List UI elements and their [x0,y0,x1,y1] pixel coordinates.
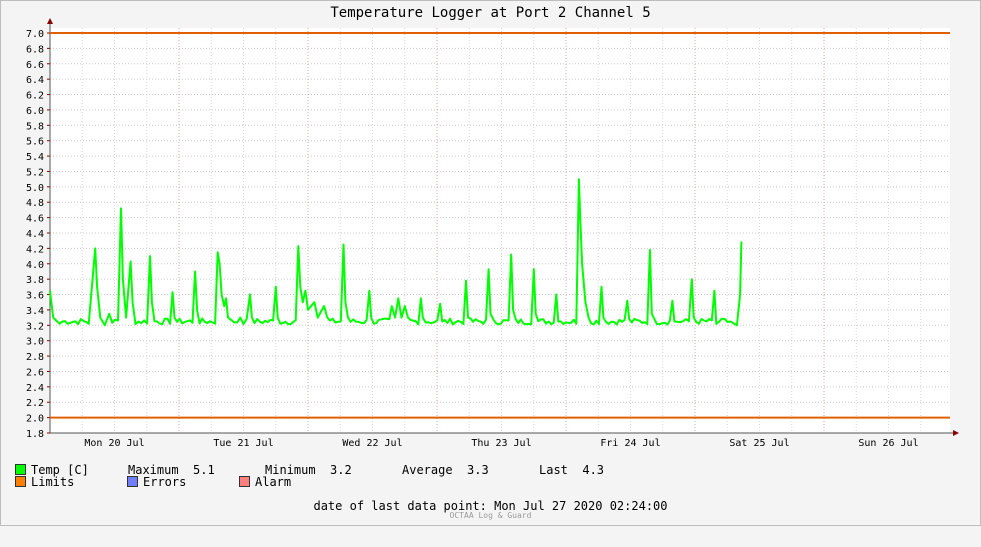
y-tick-label: 6.2 [26,91,44,102]
chart-title: Temperature Logger at Port 2 Channel 5 [330,5,651,21]
legend-temp-label: Temp [C] [31,463,89,477]
stat-last: Last 4.3 [539,463,604,477]
y-tick-label: 6.4 [26,75,44,86]
y-tick-label: 5.4 [26,152,44,163]
legend-errors-label: Errors [143,475,187,489]
maximum-value: 5.1 [193,463,215,477]
y-tick-label: 3.0 [26,337,44,348]
legend-limits-label: Limits [31,475,75,489]
legend-row-2: Limits Errors Alarm [15,475,975,489]
limits-swatch [15,476,26,487]
y-tick-label: 7.0 [26,29,44,40]
stat-average: Average 3.3 [402,463,489,477]
last-data-point: date of last data point: Mon Jul 27 2020… [0,499,981,513]
temp-swatch [15,464,26,475]
x-tick-label: Tue 21 Jul [213,438,273,449]
y-tick-label: 3.2 [26,321,44,332]
legend-temp: Temp [C] [15,463,89,477]
legend-limits: Limits [15,475,74,489]
stat-minimum: Minimum 3.2 [265,463,352,477]
y-tick-label: 2.0 [26,414,44,425]
x-tick-label: Mon 20 Jul [84,438,144,449]
y-tick-label: 4.2 [26,244,44,255]
legend-errors: Errors [127,475,186,489]
chart-plot: 7.0 6.8 6.6 6.4 6.2 6.0 5.8 5.6 5.4 5.2 5.0 4.8 4.6 4… [26,18,959,449]
legend-alarm: Alarm [239,475,291,489]
errors-swatch [127,476,138,487]
y-tick-label: 5.0 [26,183,44,194]
y-tick-label: 5.6 [26,137,44,148]
minimum-label: Minimum [265,463,316,477]
y-axis-arrow [47,18,53,24]
y-tick-label: 3.4 [26,306,44,317]
last-point-label: date of last data point: [313,499,487,513]
y-tick-label: 4.0 [26,260,44,271]
minimum-value: 3.2 [330,463,352,477]
x-tick-label: Thu 23 Jul [471,438,531,449]
plot-area [50,28,950,433]
y-tick-label: 2.6 [26,367,44,378]
maximum-label: Maximum [128,463,179,477]
y-tick-label: 6.6 [26,60,44,71]
last-point-value: Mon Jul 27 2020 02:24:00 [494,499,668,513]
y-tick-label: 4.4 [26,229,44,240]
y-tick-label: 2.4 [26,383,44,394]
y-tick-label: 2.2 [26,398,44,409]
x-axis-arrow [953,430,959,436]
y-tick-label: 2.8 [26,352,44,363]
legend-alarm-label: Alarm [255,475,292,489]
alarm-swatch [239,476,250,487]
average-label: Average [402,463,453,477]
last-value: 4.3 [582,463,605,477]
y-tick-label: 5.2 [26,167,44,178]
x-tick-label: Sun 26 Jul [858,438,918,449]
stat-maximum: Maximum 5.1 [128,463,215,477]
x-tick-label: Fri 24 Jul [600,438,660,449]
y-tick-label: 3.8 [26,275,44,286]
temp-series-line [49,178,743,327]
x-tick-label: Wed 22 Jul [342,438,402,449]
y-tick-label: 1.8 [26,429,44,440]
x-tick-label: Sat 25 Jul [729,438,789,449]
y-tick-label: 6.0 [26,106,44,117]
last-label: Last [539,463,568,477]
y-tick-label: 3.6 [26,291,44,302]
y-tick-label: 6.8 [26,44,44,55]
average-value: 3.3 [467,463,489,477]
legend-row-1: Temp [C] Maximum 5.1 Minimum 3.2 Average… [15,463,975,477]
credit: OCTAA Log & Guard [449,511,532,520]
y-tick-label: 5.8 [26,121,44,132]
y-tick-label: 4.6 [26,214,44,225]
y-tick-label: 4.8 [26,198,44,209]
